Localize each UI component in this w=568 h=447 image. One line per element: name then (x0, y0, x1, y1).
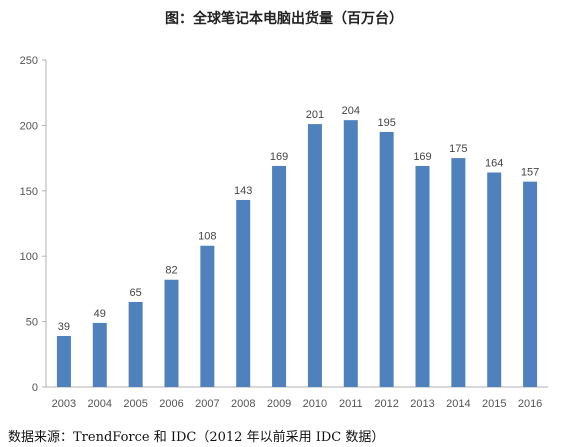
y-tick-label: 100 (20, 251, 38, 263)
data-labels: 39 49 65 82 108 143 169 201 204 195 169 175 164 157 (58, 105, 539, 333)
bar (164, 279, 179, 387)
bar (451, 158, 466, 387)
data-label: 39 (58, 321, 70, 333)
bar (236, 199, 251, 387)
bar (200, 245, 215, 387)
x-tick-label: 2007 (195, 398, 219, 410)
x-tick-label: 2016 (518, 398, 542, 410)
data-label: 201 (306, 109, 324, 121)
data-label: 157 (521, 167, 539, 179)
bar (343, 120, 358, 387)
source-note: 数据来源：TrendForce 和 IDC（2012 年以前采用 IDC 数据） (8, 430, 385, 445)
y-tick-label: 0 (32, 382, 38, 394)
x-tick-label: 2012 (374, 398, 398, 410)
data-label: 143 (234, 185, 252, 197)
data-label: 49 (94, 308, 106, 320)
x-tick-label: 2004 (88, 398, 112, 410)
data-label: 65 (130, 287, 142, 299)
x-tick-label: 2006 (159, 398, 183, 410)
data-label: 169 (270, 151, 288, 163)
bar (56, 335, 71, 387)
x-tick-label: 2014 (446, 398, 470, 410)
y-tick-label: 50 (26, 317, 38, 329)
data-label: 169 (413, 151, 431, 163)
bar (307, 124, 322, 387)
data-label: 108 (198, 231, 216, 243)
data-label: 204 (342, 105, 360, 117)
bar (415, 165, 430, 387)
data-label: 195 (377, 117, 395, 129)
data-label: 164 (485, 157, 503, 169)
data-label: 82 (165, 265, 177, 277)
bar (487, 172, 502, 387)
y-tick-label: 150 (20, 186, 38, 198)
x-tick-label: 2008 (231, 398, 255, 410)
x-tick-label: 2005 (123, 398, 147, 410)
y-tick-label: 200 (20, 120, 38, 132)
x-tick-label: 2010 (303, 398, 327, 410)
bars (56, 120, 538, 387)
x-tick-label: 2013 (410, 398, 434, 410)
x-tick-label: 2003 (52, 398, 76, 410)
bar (523, 181, 538, 387)
y-axis: 0 50 100 150 200 250 (20, 55, 47, 394)
x-tick-label: 2011 (339, 398, 363, 410)
x-axis: 2003 2004 2005 2006 2007 2008 2009 2010 2011 2012… (46, 386, 548, 410)
x-tick-label: 2015 (482, 398, 506, 410)
y-tick-label: 250 (20, 55, 38, 67)
chart-title: 图：全球笔记本电脑出货量（百万台） (165, 11, 403, 27)
data-label: 175 (449, 143, 467, 155)
bar (379, 131, 394, 387)
bar (128, 301, 143, 387)
bar (272, 165, 287, 387)
x-tick-label: 2009 (267, 398, 291, 410)
bar (92, 322, 107, 387)
